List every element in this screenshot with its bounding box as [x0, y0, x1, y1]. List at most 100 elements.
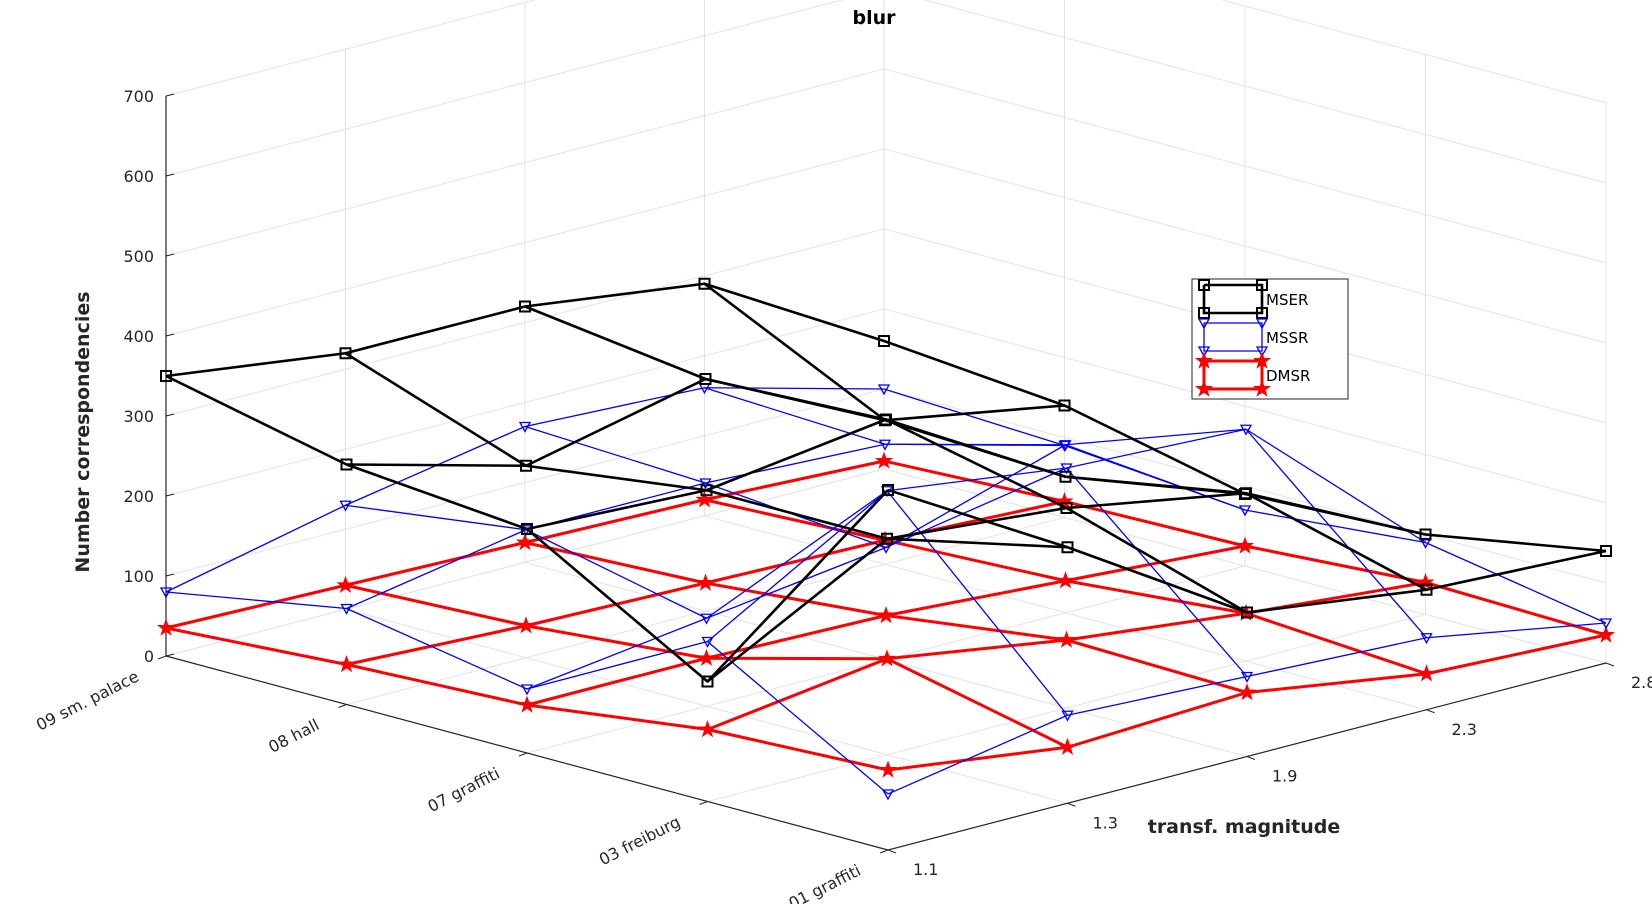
data-point-marker	[1060, 502, 1073, 514]
data-point-marker	[1419, 528, 1432, 541]
x-tick-label: 08 hall	[265, 715, 322, 757]
data-point-marker	[1056, 571, 1075, 589]
data-point-marker	[160, 370, 172, 382]
series-line	[704, 498, 1427, 676]
data-point-marker	[698, 277, 711, 290]
data-point-marker	[1599, 618, 1613, 630]
data-point-marker	[1240, 487, 1252, 500]
data-point-marker	[698, 719, 717, 738]
data-point-marker	[882, 484, 894, 496]
x-tick-mark	[518, 752, 528, 757]
data-point-marker	[701, 675, 714, 688]
data-point-marker	[878, 335, 890, 347]
z-tick-mark	[165, 93, 175, 97]
z-tick-label: 400	[123, 327, 154, 346]
y-tick-mark	[1426, 709, 1435, 714]
y-tick-label: 1.3	[1093, 813, 1118, 832]
floor-grid-line	[165, 468, 885, 657]
data-point-marker	[340, 458, 353, 471]
data-point-marker	[1252, 351, 1272, 369]
data-point-marker	[1057, 630, 1076, 648]
legend-swatch	[1202, 283, 1264, 315]
series-line	[883, 388, 1607, 624]
series-mssr	[159, 383, 1613, 801]
data-point-marker	[881, 532, 893, 545]
data-point-marker	[1055, 491, 1074, 510]
series-line	[707, 428, 1426, 642]
data-point-marker	[521, 523, 533, 535]
x-tick-label: 03 freiburg	[596, 812, 683, 869]
data-point-marker	[701, 636, 714, 648]
data-point-marker	[696, 573, 715, 591]
floor-grid-line	[707, 614, 1426, 802]
data-point-marker	[1420, 633, 1433, 645]
z-tick-label: 600	[123, 167, 154, 186]
z-grid-line	[165, 468, 1607, 664]
y-tick-mark	[1067, 802, 1076, 807]
data-point-marker	[878, 760, 898, 778]
data-point-marker	[1256, 307, 1268, 319]
y-tick-mark	[1605, 662, 1615, 667]
data-point-marker	[518, 421, 532, 433]
x-tick-label: 07 graffiti	[425, 764, 503, 816]
data-point-marker	[874, 451, 894, 469]
series-line	[524, 425, 1248, 677]
series-line	[706, 491, 1426, 683]
series-line	[344, 352, 1068, 549]
y-tick-label: 1.1	[913, 860, 938, 879]
z-tick-label: 500	[123, 247, 154, 266]
data-point-marker	[520, 684, 534, 696]
series-line	[165, 374, 889, 683]
floor-grid-line	[346, 517, 1065, 705]
data-point-marker	[156, 618, 176, 636]
data-point-marker	[520, 459, 532, 472]
data-point-marker	[339, 347, 352, 360]
data-point-marker	[1194, 379, 1214, 397]
z-grid-line	[165, 228, 1607, 424]
series-layer	[156, 277, 1616, 801]
legend: MSER MSSR DMSR	[1191, 278, 1349, 400]
z-grid-line	[165, 148, 1607, 344]
data-point-marker	[700, 484, 713, 497]
y-tick-mark	[1246, 756, 1256, 760]
data-point-marker	[1058, 399, 1071, 412]
x-tick-label: 01 graffiti	[786, 861, 864, 904]
data-point-marker	[699, 373, 712, 385]
data-point-marker	[877, 649, 897, 667]
z-tick-label: 0	[144, 647, 154, 666]
data-point-marker	[1252, 379, 1272, 397]
y-tick-label: 1.9	[1272, 767, 1297, 786]
series-line	[703, 282, 1428, 591]
data-point-marker	[1255, 346, 1269, 358]
data-point-marker	[519, 300, 531, 313]
legend-entry: DMSR	[1194, 351, 1310, 397]
z-tick-label: 200	[123, 487, 154, 506]
legend-label: MSSR	[1266, 329, 1308, 347]
x-tick-mark	[879, 849, 889, 854]
data-point-marker	[1239, 424, 1253, 436]
data-point-marker	[1059, 470, 1072, 483]
data-point-marker	[1237, 682, 1257, 701]
legend-swatch	[1203, 322, 1263, 352]
axes-layer: 0 100 200 300 400 500 600 700 09 sm. palace 08 ha…	[33, 87, 1652, 904]
data-point-marker	[1238, 505, 1252, 517]
z-tick-mark	[165, 653, 175, 657]
z-tick-label: 700	[123, 87, 154, 106]
x-tick-label: 09 sm. palace	[33, 667, 142, 735]
data-point-marker	[336, 575, 355, 593]
z-tick-label: 100	[123, 567, 154, 586]
data-point-marker	[699, 478, 712, 490]
data-point-marker	[878, 439, 892, 451]
data-point-marker	[700, 613, 713, 625]
z-grid-line	[165, 0, 1607, 104]
data-point-marker	[1420, 583, 1433, 596]
x-tick-mark	[157, 655, 167, 660]
data-point-marker	[697, 648, 716, 666]
data-point-marker	[1600, 545, 1612, 557]
data-point-marker	[337, 654, 356, 673]
data-point-marker	[1417, 664, 1436, 682]
data-point-marker	[877, 384, 891, 396]
z-tick-mark	[165, 333, 175, 337]
data-point-marker	[695, 490, 714, 508]
